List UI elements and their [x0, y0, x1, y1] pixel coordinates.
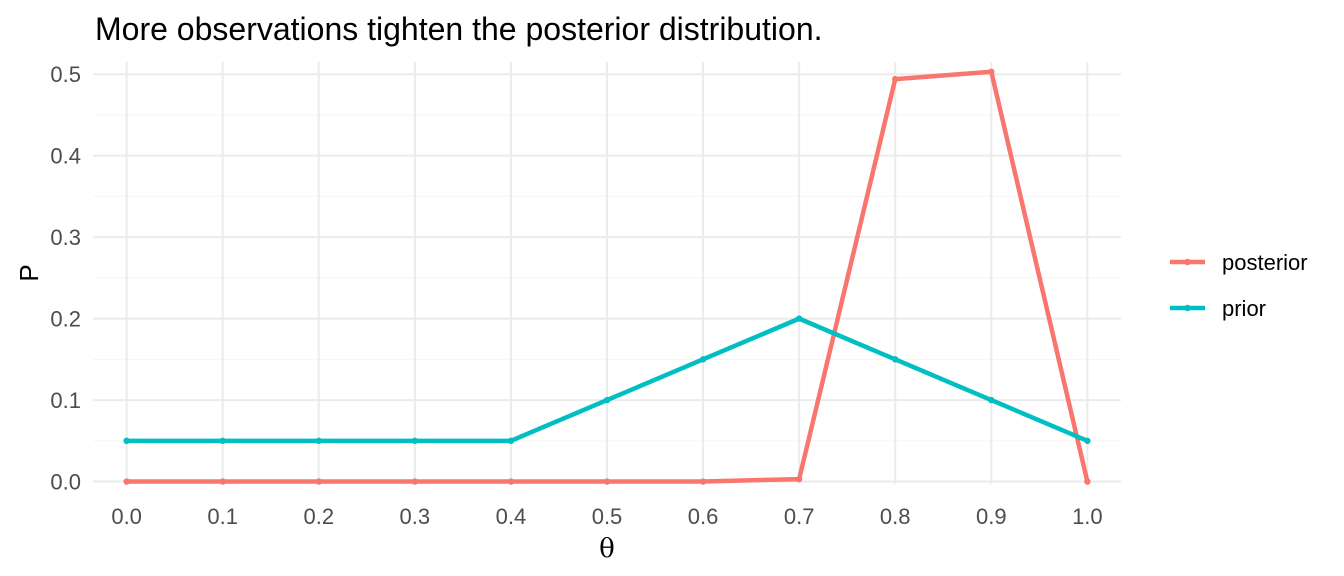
y-tick-label: 0.5 — [50, 62, 81, 87]
data-point-posterior — [699, 478, 707, 485]
y-axis-tick-labels: 0.0 0.1 0.2 0.3 0.4 0.5 — [50, 62, 81, 494]
x-tick-label: 0.9 — [976, 504, 1007, 529]
x-axis-title: θ — [599, 534, 615, 564]
legend-key-point — [1184, 258, 1191, 266]
data-point-posterior — [892, 75, 899, 83]
x-tick-label: 0.6 — [688, 504, 719, 529]
x-tick-label: 0.5 — [592, 504, 623, 529]
y-tick-label: 0.3 — [50, 225, 81, 250]
y-tick-label: 0.0 — [50, 470, 81, 495]
y-tick-label: 0.1 — [50, 388, 81, 413]
data-point-prior — [411, 437, 419, 445]
x-tick-label: 0.4 — [496, 504, 527, 529]
chart-title: More observations tighten the posterior … — [95, 11, 823, 47]
data-point-posterior — [603, 478, 611, 485]
x-tick-label: 0.0 — [111, 504, 142, 529]
series-lines — [123, 68, 1091, 485]
data-point-posterior — [988, 68, 995, 75]
data-point-prior — [219, 437, 226, 445]
data-point-prior — [603, 396, 611, 404]
data-point-posterior — [411, 478, 419, 485]
data-point-posterior — [795, 475, 803, 483]
data-point-posterior — [315, 478, 322, 485]
data-point-posterior — [219, 478, 226, 485]
legend-key-point — [1184, 304, 1191, 312]
legend: posterior prior — [1170, 250, 1308, 321]
x-tick-label: 0.2 — [303, 504, 334, 529]
x-tick-label: 0.3 — [400, 504, 431, 529]
data-point-posterior — [123, 478, 130, 485]
y-axis-title: P — [14, 264, 44, 281]
legend-label-prior: prior — [1222, 296, 1266, 321]
data-point-prior — [123, 437, 130, 445]
x-tick-label: 1.0 — [1072, 504, 1103, 529]
data-point-prior — [699, 356, 707, 363]
grid — [93, 62, 1121, 484]
y-tick-label: 0.2 — [50, 307, 81, 332]
x-tick-label: 0.1 — [207, 504, 238, 529]
x-tick-label: 0.7 — [784, 504, 815, 529]
data-point-prior — [988, 396, 995, 404]
x-axis-tick-labels: 0.0 0.1 0.2 0.3 0.4 0.5 0.6 0.7 0.8 0.9 1.0 — [111, 504, 1102, 529]
legend-label-posterior: posterior — [1222, 250, 1308, 275]
data-point-prior — [1084, 437, 1091, 445]
data-point-prior — [315, 437, 322, 445]
data-point-prior — [507, 437, 515, 445]
data-point-prior — [795, 315, 803, 322]
data-point-posterior — [1084, 478, 1091, 485]
data-point-posterior — [507, 478, 515, 485]
x-tick-label: 0.8 — [880, 504, 911, 529]
y-tick-label: 0.4 — [50, 144, 81, 169]
data-point-prior — [892, 356, 899, 363]
